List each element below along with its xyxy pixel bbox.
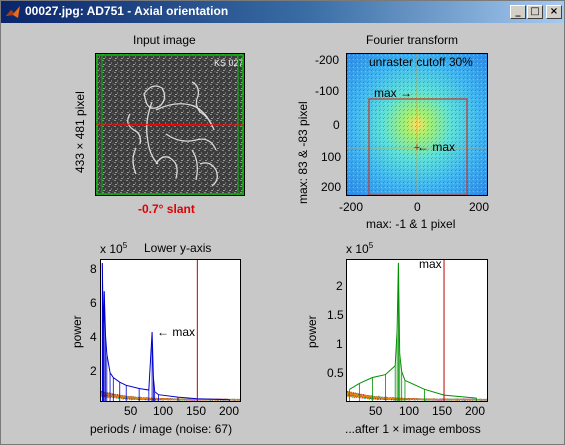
input-image-ylabel: 433 × 481 pixel xyxy=(73,91,87,173)
lower-left-xtick: 200 xyxy=(219,404,240,418)
fourier-xtick: 200 xyxy=(469,200,490,214)
lower-right-ytick: 2 xyxy=(336,279,343,293)
lower-left-chart xyxy=(101,260,240,401)
lower-right-xtick: 150 xyxy=(432,404,453,418)
image-overlay-text: KS 027 xyxy=(214,58,244,68)
lower-left-annotation: ← max xyxy=(157,325,196,339)
fourier-ytick: 0 xyxy=(333,118,340,132)
fourier-max-label-top: max → xyxy=(374,86,413,100)
lower-right-xlabel: ...after 1 × image emboss xyxy=(345,422,481,436)
lower-left-xtick: 100 xyxy=(153,404,174,418)
fourier-spectrum: + xyxy=(347,54,487,195)
svg-text:+: + xyxy=(414,142,420,154)
lower-right-ytick: 0.5 xyxy=(327,366,344,380)
series-line xyxy=(349,262,477,399)
slant-label: -0.7° slant xyxy=(138,202,195,216)
fourier-ytick: -100 xyxy=(315,84,340,98)
input-image: KS 027 xyxy=(95,53,245,196)
fourier-xtick: -200 xyxy=(339,200,364,214)
engraving-image: KS 027 xyxy=(96,54,244,195)
matlab-logo-icon xyxy=(6,6,20,18)
lower-right-chart xyxy=(347,260,487,401)
fourier-max-label-bottom: ← max xyxy=(417,140,456,154)
lower-left-exponent: x 105 xyxy=(100,241,127,256)
noise-floor xyxy=(347,390,487,401)
lower-right-annotation: max xyxy=(419,257,442,271)
series-line xyxy=(101,263,230,401)
lower-right-exponent-base: x 10 xyxy=(346,242,369,256)
lower-right-exponent-power: 5 xyxy=(368,241,374,250)
lower-left-ytick: 8 xyxy=(90,262,97,276)
lower-right-ylabel: power xyxy=(305,315,319,348)
fourier-overlay-label: unraster cutoff 30% xyxy=(369,55,473,69)
lower-left-ytick: 4 xyxy=(90,330,97,344)
lower-right-exponent: x 105 xyxy=(346,241,373,256)
lower-right-xtick: 50 xyxy=(369,404,383,418)
noise-line xyxy=(347,391,487,401)
lower-right-xtick: 100 xyxy=(399,404,420,418)
lower-left-plot: ← max xyxy=(100,259,241,402)
fourier-ytick: 100 xyxy=(321,150,342,164)
fourier-xtick: 0 xyxy=(414,200,421,214)
lower-right-xtick: 200 xyxy=(465,404,486,418)
lower-right-ytick: 1 xyxy=(336,337,343,351)
lower-left-ytick: 6 xyxy=(90,296,97,310)
lower-left-exponent-base: x 10 xyxy=(100,242,123,256)
lower-left-xtick: 150 xyxy=(186,404,207,418)
minimize-button[interactable]: _ xyxy=(510,5,526,19)
fourier-xlabel: max: -1 & 1 pixel xyxy=(366,217,456,231)
fourier-ytick: -200 xyxy=(315,53,340,67)
input-image-title: Input image xyxy=(133,33,196,47)
title-bar[interactable]: 00027.jpg: AD751 - Axial orientation _ □… xyxy=(1,1,564,23)
lower-left-xlabel: periods / image (noise: 67) xyxy=(90,422,233,436)
lower-left-ytick: 2 xyxy=(90,364,97,378)
lower-right-ytick: 1.5 xyxy=(327,308,344,322)
lower-left-title: Lower y-axis xyxy=(144,241,212,255)
figure-canvas: Input image 433 × 481 pixel xyxy=(2,23,565,445)
lower-left-xtick: 50 xyxy=(124,404,138,418)
lower-left-exponent-power: 5 xyxy=(122,241,128,250)
maximize-button[interactable]: □ xyxy=(527,5,543,19)
noise-line xyxy=(101,391,240,401)
fourier-ylabel: max: 83 & -83 pixel xyxy=(296,101,310,204)
close-button[interactable]: × xyxy=(546,5,562,19)
fourier-title: Fourier transform xyxy=(366,33,459,47)
fourier-plot: + unraster cutoff 30% max → ← max xyxy=(346,53,488,196)
fourier-ytick: 200 xyxy=(321,180,342,194)
lower-right-plot: max xyxy=(346,257,488,402)
window-title: 00027.jpg: AD751 - Axial orientation xyxy=(25,4,229,18)
lower-left-ylabel: power xyxy=(70,315,84,348)
